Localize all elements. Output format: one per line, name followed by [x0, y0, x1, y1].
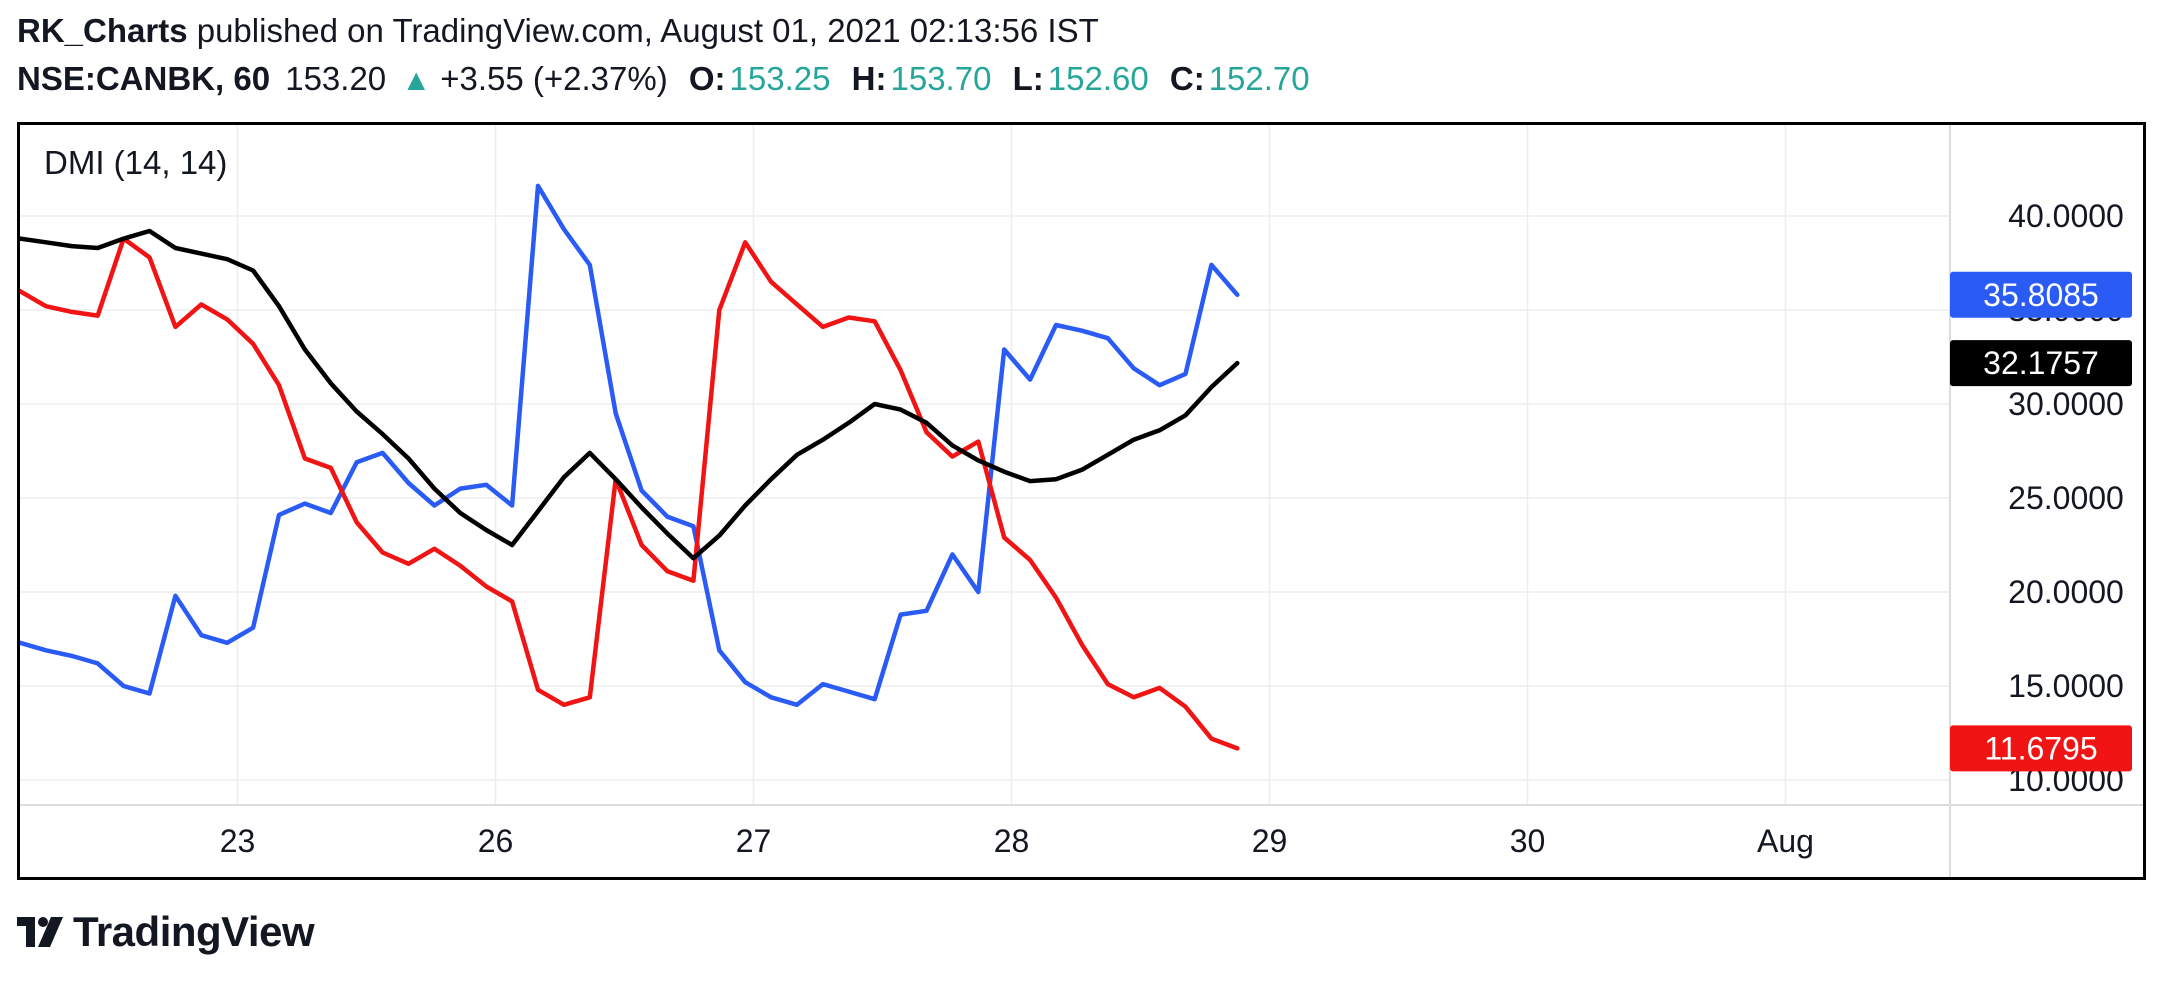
y-tick-label: 20.0000	[2008, 574, 2124, 610]
value-label-text: 11.6795	[1984, 730, 2097, 766]
y-tick-label: 15.0000	[2008, 668, 2124, 704]
author-name[interactable]: RK_Charts	[17, 12, 188, 49]
symbol-line: NSE:CANBK, 60 153.20 ▲ +3.55 (+2.37%) O:…	[17, 60, 1310, 98]
minus-di-line	[20, 236, 1240, 751]
x-tick-label: 27	[736, 823, 772, 859]
symbol-label[interactable]: NSE:CANBK, 60	[17, 60, 271, 97]
plus-di-line	[20, 183, 1240, 708]
value-label-box	[1950, 725, 2132, 772]
y-tick-label: 25.0000	[2008, 480, 2124, 516]
value-label-box	[1950, 340, 2132, 387]
footer: TradingView	[17, 908, 315, 956]
price-change: +3.55 (+2.37%)	[440, 60, 668, 97]
adx-value-label: 32.1757	[1950, 340, 2132, 387]
chart-frame[interactable]: 40.000035.000030.000025.000020.000015.00…	[17, 122, 2146, 880]
publish-line: RK_Charts published on TradingView.com, …	[17, 12, 1099, 50]
last-price: 153.20	[285, 60, 387, 97]
x-tick-label: 28	[994, 823, 1030, 859]
tradingview-logo-icon	[17, 917, 63, 947]
high-label: H:	[851, 60, 887, 97]
minus-di-value-label: 11.6795	[1950, 725, 2132, 772]
open-value: 153.25	[729, 60, 831, 97]
x-tick-label: 26	[478, 823, 514, 859]
value-label-box	[1950, 271, 2132, 318]
dmi-chart[interactable]: 40.000035.000030.000025.000020.000015.00…	[20, 125, 2143, 877]
y-tick-label: 40.0000	[2008, 198, 2124, 234]
published-text: published on TradingView.com, August 01,…	[196, 12, 1099, 49]
low-value: 152.60	[1047, 60, 1149, 97]
up-triangle-icon: ▲	[401, 64, 432, 97]
x-tick-label: 23	[220, 823, 256, 859]
x-tick-label: 30	[1510, 823, 1546, 859]
value-label-text: 35.8085	[1983, 277, 2099, 313]
open-label: O:	[688, 60, 726, 97]
indicator-title: DMI (14, 14)	[44, 144, 227, 181]
x-tick-label: 29	[1252, 823, 1288, 859]
adx-line	[20, 228, 1240, 561]
high-value: 153.70	[890, 60, 992, 97]
low-label: L:	[1012, 60, 1044, 97]
close-value: 152.70	[1208, 60, 1310, 97]
brand-name: TradingView	[73, 908, 315, 955]
value-label-text: 32.1757	[1983, 345, 2099, 381]
x-tick-label: Aug	[1757, 823, 1814, 859]
plus-di-value-label: 35.8085	[1950, 271, 2132, 318]
close-label: C:	[1169, 60, 1205, 97]
y-tick-label: 30.0000	[2008, 386, 2124, 422]
